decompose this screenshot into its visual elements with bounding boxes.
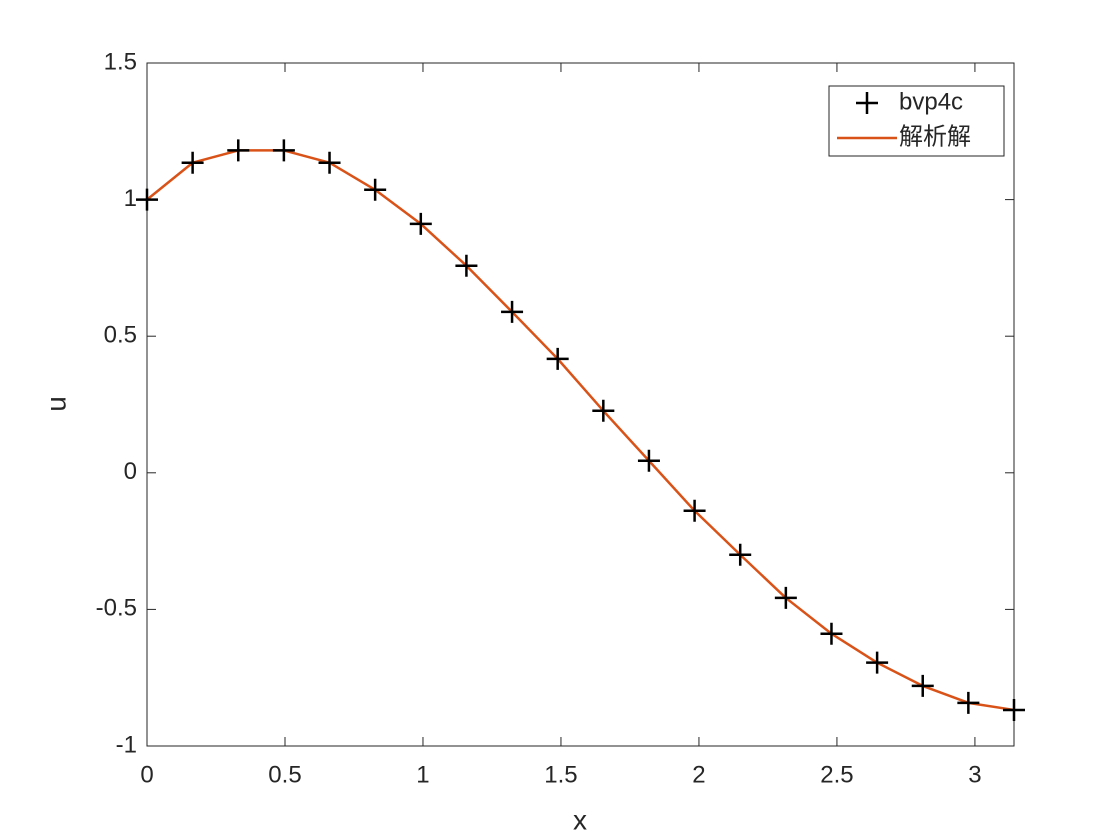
x-tick-label: 1 [416, 761, 429, 788]
marker [683, 499, 706, 522]
y-tick-label: 1.5 [104, 48, 137, 75]
marker [136, 188, 158, 211]
marker [364, 178, 387, 201]
x-axis-label: x [573, 804, 587, 835]
y-tick-label: -1 [116, 731, 137, 758]
marker [866, 651, 889, 674]
legend-label: 解析解 [899, 123, 971, 150]
legend-marker [856, 92, 878, 114]
marker [409, 212, 432, 235]
marker [1003, 698, 1025, 721]
marker [227, 139, 250, 162]
marker [911, 674, 934, 697]
marker [546, 347, 569, 370]
x-tick-label: 3 [968, 761, 981, 788]
marker [957, 691, 980, 714]
marker [820, 622, 843, 645]
y-axis-label: u [40, 396, 71, 412]
y-tick-label: 1 [124, 185, 137, 212]
y-tick-label: -0.5 [96, 595, 137, 622]
y-tick-label: 0 [124, 458, 137, 485]
x-tick-label: 0 [140, 761, 153, 788]
marker [272, 139, 295, 162]
x-tick-label: 1.5 [544, 761, 577, 788]
x-tick-label: 2 [692, 761, 705, 788]
legend-label: bvp4c [899, 88, 963, 115]
legend-box [828, 85, 1005, 157]
x-tick-label: 0.5 [268, 761, 301, 788]
x-tick-label: 2.5 [820, 761, 853, 788]
marker [592, 399, 615, 422]
y-tick-label: 0.5 [104, 322, 137, 349]
plot-area [146, 62, 1015, 747]
marker [455, 254, 478, 277]
marker [637, 449, 660, 472]
marker [318, 151, 341, 174]
marker [501, 300, 524, 323]
series-line [146, 149, 1015, 712]
marker [774, 586, 797, 609]
marker [729, 543, 752, 566]
marker [181, 151, 204, 174]
